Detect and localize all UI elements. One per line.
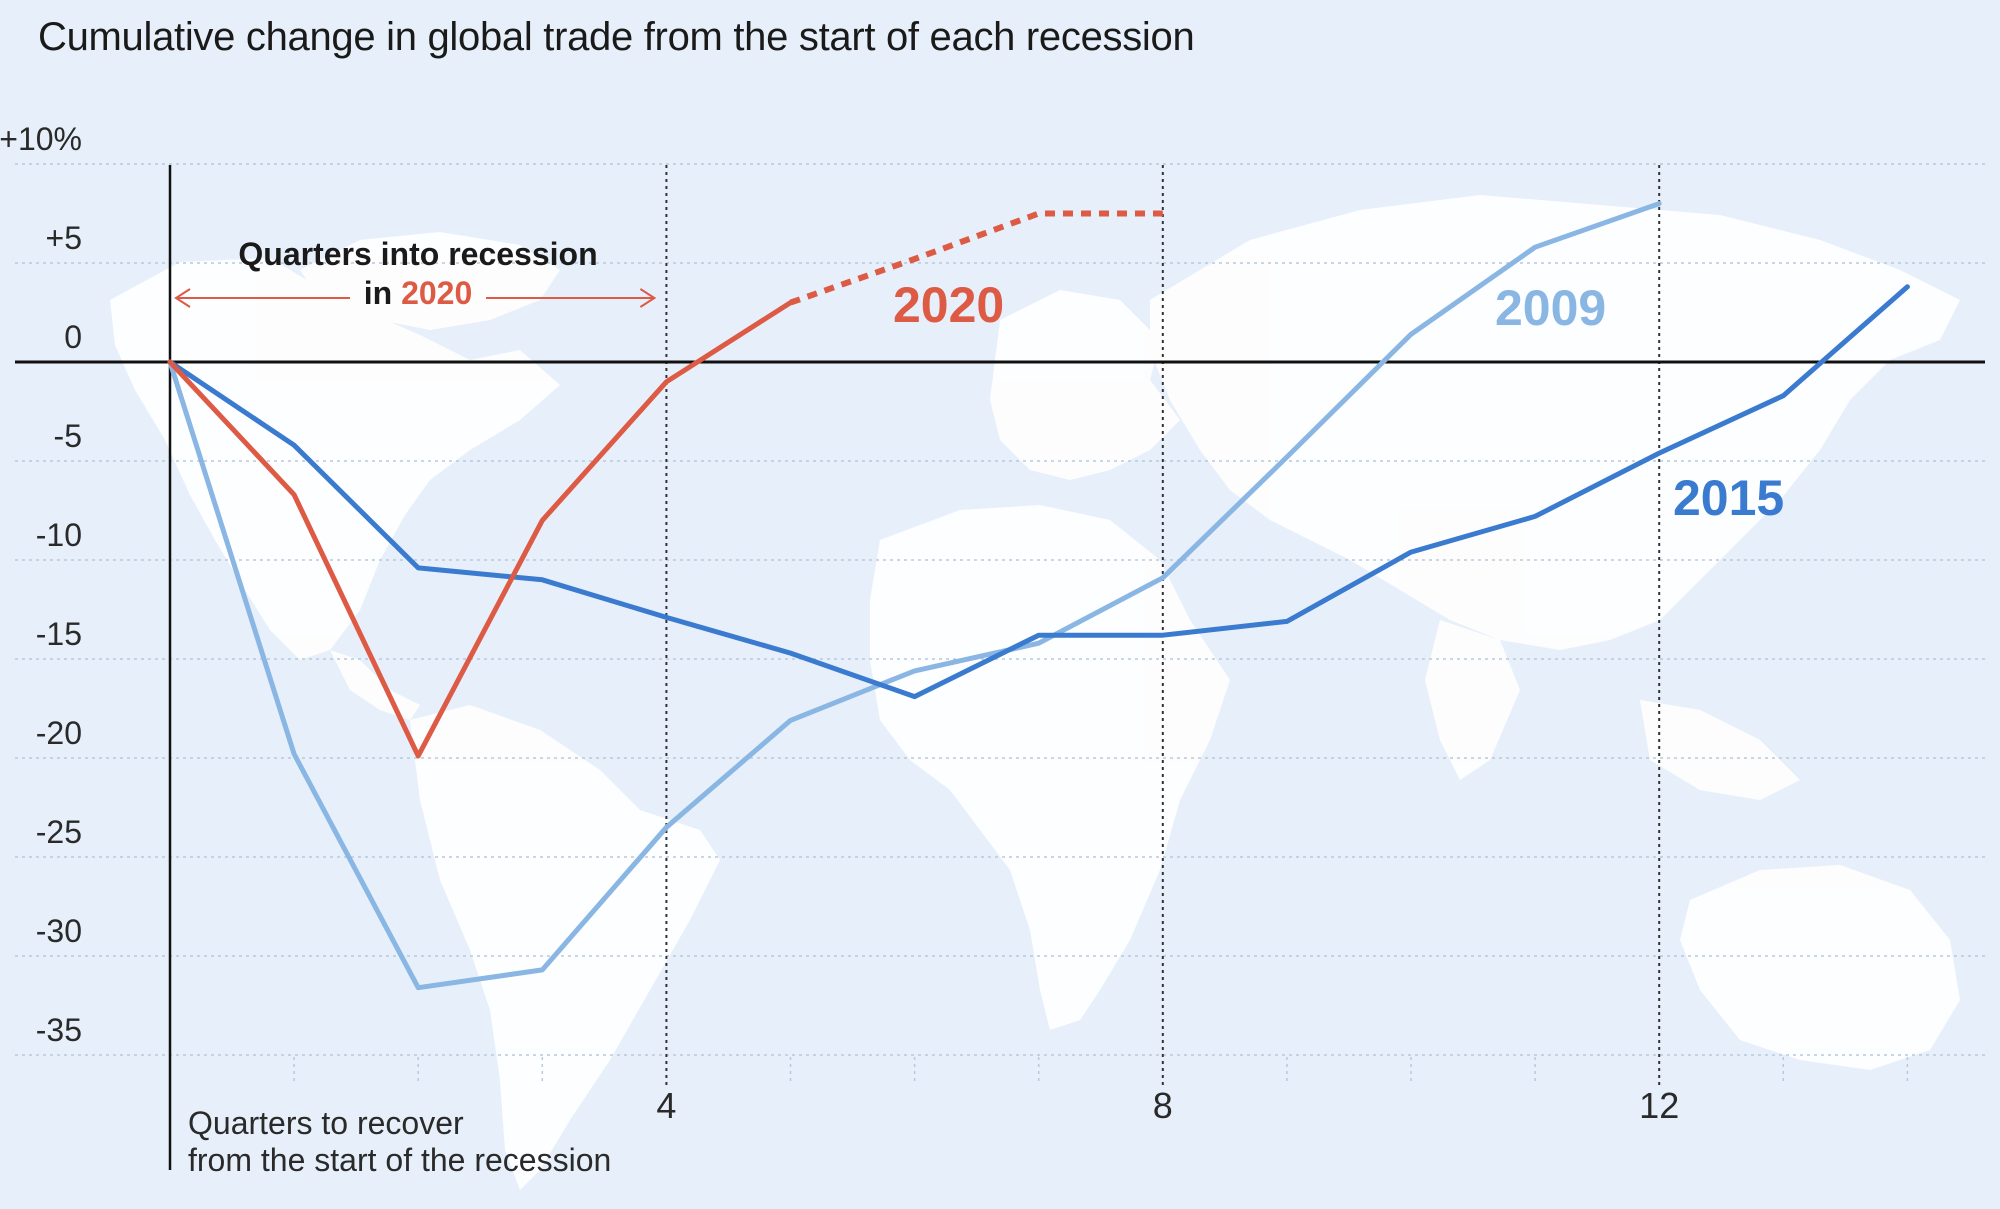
series-projection-2020 bbox=[789, 210, 1163, 306]
annotation-year-highlight: 2020 bbox=[401, 275, 472, 311]
annotation-arrowhead-right bbox=[639, 288, 657, 308]
series-lines bbox=[167, 201, 1910, 991]
world-map-background bbox=[110, 195, 1960, 1190]
y-tick-label-6: -20 bbox=[36, 715, 82, 751]
y-tick-label-5: -15 bbox=[36, 616, 82, 652]
series-line-2015 bbox=[167, 284, 1910, 700]
series-label-2009: 2009 bbox=[1495, 280, 1606, 336]
y-tick-label-9: -35 bbox=[36, 1012, 82, 1048]
y-tick-label-7: -25 bbox=[36, 814, 82, 850]
y-tick-label-0: +10% bbox=[0, 121, 82, 157]
y-tick-label-1: +5 bbox=[46, 220, 82, 256]
series-label-2020: 2020 bbox=[893, 277, 1004, 333]
annotation-arrowhead-left bbox=[174, 288, 191, 308]
y-tick-label-8: -30 bbox=[36, 913, 82, 949]
map-north-america bbox=[110, 258, 560, 660]
map-india bbox=[1425, 620, 1520, 780]
y-tick-label-3: -5 bbox=[54, 418, 82, 454]
quarter-markers bbox=[293, 165, 1909, 1085]
series-label-2015: 2015 bbox=[1673, 470, 1784, 526]
x-axis-label-line2: from the start of the recession bbox=[188, 1142, 611, 1178]
map-australia bbox=[1680, 865, 1960, 1070]
series-line-2020 bbox=[167, 300, 793, 759]
x-tick-label-12: 12 bbox=[1639, 1085, 1679, 1126]
x-tick-label-4: 4 bbox=[656, 1085, 676, 1126]
map-southeast-asia bbox=[1640, 700, 1800, 800]
annotation-prefix: in bbox=[364, 275, 401, 311]
quarters-into-recession-annotation: Quarters into recession in 2020 bbox=[174, 236, 657, 311]
map-asia bbox=[1150, 195, 1960, 650]
y-tick-label-2: 0 bbox=[64, 319, 82, 355]
map-africa bbox=[870, 505, 1230, 1030]
map-greenland bbox=[300, 232, 560, 330]
annotation-line2: in 2020 bbox=[364, 275, 473, 311]
x-tick-label-8: 8 bbox=[1153, 1085, 1173, 1126]
axes bbox=[15, 165, 1985, 1170]
annotation-arrows bbox=[174, 288, 657, 308]
series-line-2009 bbox=[167, 201, 1662, 991]
map-europe bbox=[990, 290, 1180, 480]
annotation-line1: Quarters into recession bbox=[238, 236, 597, 272]
x-tick-labels: 4 8 12 bbox=[656, 1085, 1679, 1126]
chart-title: Cumulative change in global trade from t… bbox=[38, 15, 1194, 59]
x-axis-label-line1: Quarters to recover bbox=[188, 1105, 464, 1141]
y-tick-label-4: -10 bbox=[36, 517, 82, 553]
map-central-america bbox=[330, 650, 420, 720]
y-tick-labels: +10% +5 0 -5 -10 -15 -20 -25 -30 -35 bbox=[0, 121, 82, 1048]
